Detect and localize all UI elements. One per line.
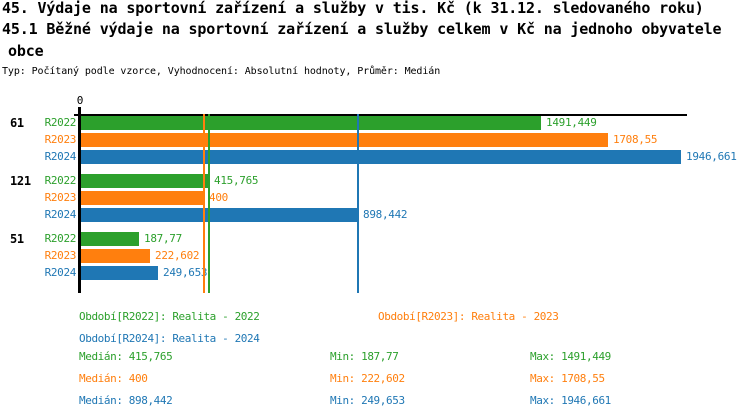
bar-value-label: 1946,661 [686, 150, 737, 163]
category-label: 61 [10, 116, 24, 130]
bar-r2023-51 [81, 249, 150, 263]
series-row-label: R2023 [44, 249, 77, 262]
bar-r2024-121 [81, 208, 358, 222]
bar-value-label: 1491,449 [546, 116, 597, 129]
legend-max-value: Max: 1946,661 [530, 394, 611, 407]
bar-value-label: 415,765 [214, 174, 259, 187]
y-axis-line [78, 107, 81, 293]
bar-r2024-51 [81, 266, 158, 280]
legend-median-value: Medián: 898,442 [79, 394, 173, 407]
legend-median-value: Medián: 415,765 [79, 350, 173, 363]
legend-period-3: Období[R2024]: Realita - 2024 [79, 332, 260, 345]
x-axis-origin-tick-label: 0 [76, 94, 84, 107]
bar-r2022-51 [81, 232, 139, 246]
series-row-label: R2024 [44, 208, 77, 221]
series-row-label: R2023 [44, 133, 77, 146]
bar-value-label: 1708,55 [613, 133, 658, 146]
legend-min-value: Min: 249,653 [330, 394, 405, 407]
bar-value-label: 249,653 [163, 266, 208, 279]
series-row-label: R2024 [44, 150, 77, 163]
bar-r2023-61 [81, 133, 608, 147]
legend-median-value: Medián: 400 [79, 372, 148, 385]
bar-value-label: 187,77 [144, 232, 182, 245]
series-row-label: R2023 [44, 191, 77, 204]
page-title-line1: 45. Výdaje na sportovní zařízení a služb… [2, 0, 704, 17]
series-row-label: R2024 [44, 266, 77, 279]
bar-r2022-121 [81, 174, 209, 188]
median-line-r2024 [357, 114, 359, 293]
median-line-r2023 [203, 114, 205, 293]
bar-r2022-61 [81, 116, 541, 130]
series-row-label: R2022 [44, 232, 77, 245]
series-row-label: R2022 [44, 116, 77, 129]
x-axis-line [74, 114, 687, 116]
legend-min-value: Min: 222,602 [330, 372, 405, 385]
chart-meta-info: Typ: Počítaný podle vzorce, Vyhodnocení:… [2, 66, 441, 77]
bar-r2023-121 [81, 191, 204, 205]
page-title-line2: 45.1 Běžné výdaje na sportovní zařízení … [2, 20, 722, 38]
legend-period-1: Období[R2022]: Realita - 2022 [79, 310, 260, 323]
legend-period-2: Období[R2023]: Realita - 2023 [378, 310, 559, 323]
bar-r2024-61 [81, 150, 681, 164]
legend-max-value: Max: 1708,55 [530, 372, 605, 385]
legend-min-value: Min: 187,77 [330, 350, 399, 363]
page-title-line3: obce [8, 42, 44, 60]
median-line-r2022 [208, 114, 210, 293]
bar-value-label: 400 [209, 191, 228, 204]
category-label: 121 [10, 174, 31, 188]
category-label: 51 [10, 232, 24, 246]
legend-max-value: Max: 1491,449 [530, 350, 611, 363]
bar-value-label: 222,602 [155, 249, 200, 262]
bar-value-label: 898,442 [363, 208, 408, 221]
series-row-label: R2022 [44, 174, 77, 187]
